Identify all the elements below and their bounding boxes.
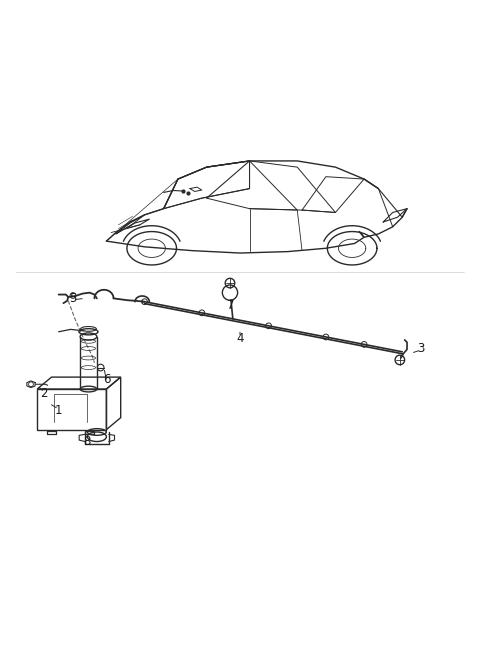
Text: 3: 3	[418, 342, 425, 355]
Text: 5: 5	[69, 292, 77, 305]
Text: 4: 4	[236, 332, 244, 345]
Text: 7: 7	[227, 299, 234, 312]
Text: 8: 8	[84, 435, 91, 448]
Text: 1: 1	[55, 404, 62, 417]
Text: 6: 6	[103, 373, 110, 386]
Text: 2: 2	[41, 387, 48, 400]
